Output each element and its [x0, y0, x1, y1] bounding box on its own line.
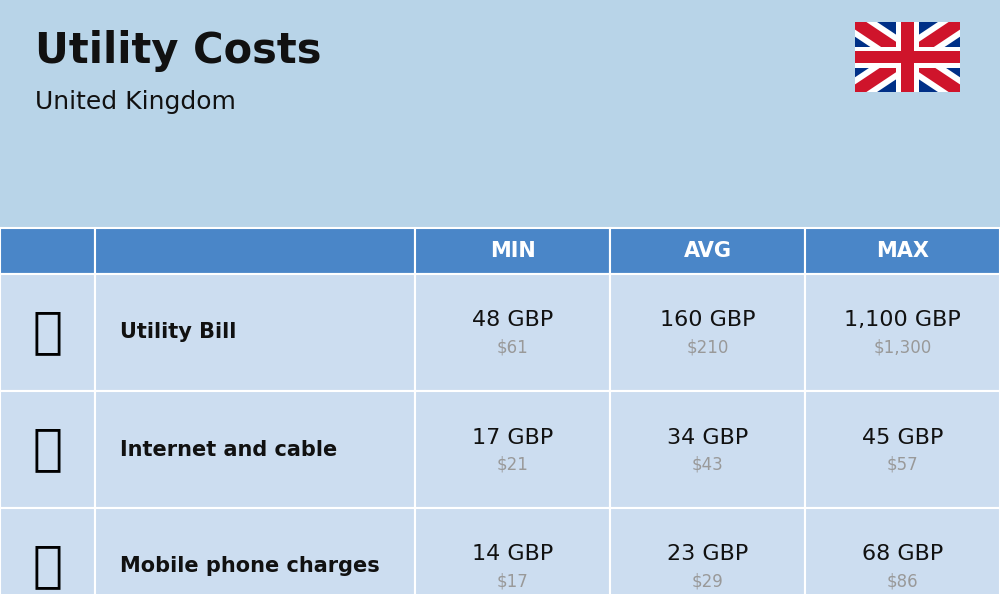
Bar [415, 508, 610, 594]
Text: 14 GBP: 14 GBP [472, 545, 553, 564]
Bar [805, 274, 1000, 391]
Bar [0, 391, 95, 508]
Bar [610, 274, 805, 391]
Bar [855, 22, 960, 92]
Text: MAX: MAX [876, 241, 929, 261]
Bar [901, 22, 914, 92]
Text: 📱: 📱 [32, 542, 62, 590]
Text: 🔌: 🔌 [32, 308, 62, 356]
Bar [610, 508, 805, 594]
Text: $1,300: $1,300 [873, 339, 932, 356]
Text: 📶: 📶 [32, 425, 62, 473]
Text: 1,100 GBP: 1,100 GBP [844, 311, 961, 330]
Text: 48 GBP: 48 GBP [472, 311, 553, 330]
Text: 34 GBP: 34 GBP [667, 428, 748, 447]
Text: 17 GBP: 17 GBP [472, 428, 553, 447]
Bar [415, 274, 610, 391]
Bar [805, 228, 1000, 274]
Text: 23 GBP: 23 GBP [667, 545, 748, 564]
Bar [610, 391, 805, 508]
Text: 45 GBP: 45 GBP [862, 428, 943, 447]
Text: $210: $210 [686, 339, 729, 356]
Bar [95, 274, 415, 391]
Text: $57: $57 [887, 456, 918, 473]
Text: 68 GBP: 68 GBP [862, 545, 943, 564]
Bar [0, 508, 95, 594]
Text: $29: $29 [692, 573, 723, 590]
Text: Utility Bill: Utility Bill [120, 323, 236, 343]
Text: Internet and cable: Internet and cable [120, 440, 337, 460]
Text: AVG: AVG [684, 241, 732, 261]
Text: 160 GBP: 160 GBP [660, 311, 755, 330]
Bar [95, 508, 415, 594]
Bar [415, 228, 610, 274]
Bar [415, 391, 610, 508]
Bar [95, 391, 415, 508]
Text: $17: $17 [497, 573, 528, 590]
Bar [855, 50, 960, 64]
Text: $86: $86 [887, 573, 918, 590]
Bar [805, 391, 1000, 508]
Bar [610, 228, 805, 274]
Bar [0, 228, 95, 274]
Text: $21: $21 [497, 456, 528, 473]
Text: $43: $43 [692, 456, 723, 473]
Text: Mobile phone charges: Mobile phone charges [120, 557, 380, 577]
Bar [855, 46, 960, 68]
Text: United Kingdom: United Kingdom [35, 90, 236, 114]
Bar [95, 228, 415, 274]
Bar [0, 274, 95, 391]
Bar [805, 508, 1000, 594]
Text: Utility Costs: Utility Costs [35, 30, 322, 72]
Text: MIN: MIN [490, 241, 535, 261]
Text: $61: $61 [497, 339, 528, 356]
Bar [896, 22, 919, 92]
